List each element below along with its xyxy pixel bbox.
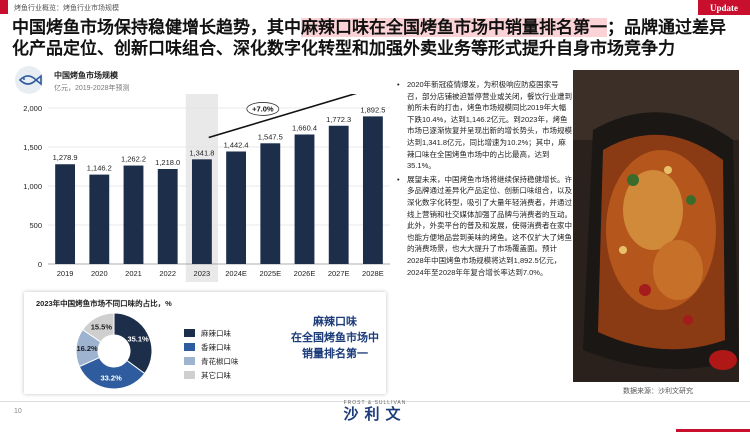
bar xyxy=(328,125,349,265)
x-tick-label: 2021 xyxy=(125,269,142,278)
donut-panel: 2023年中国烤鱼市场不同口味的占比，% 35.1% 33.2% 16.2% 15.5… xyxy=(24,292,386,394)
bar xyxy=(55,164,76,264)
y-tick-label: 0 xyxy=(38,260,42,269)
bar xyxy=(191,159,212,264)
page-headline: 中国烤鱼市场保持稳健增长趋势，其中麻辣口味在全国烤鱼市场中销量排名第一；品牌通过… xyxy=(12,17,742,59)
donut-slice-label: 15.5% xyxy=(91,323,113,332)
bar-value-label: 1,262.2 xyxy=(121,155,146,164)
bar-chart-title: 中国烤鱼市场规模 xyxy=(54,71,118,80)
headline-part2: ；品牌通过差异化产品定位、创新口味组合、深化数字化转型和加强外卖业务等形式提升自… xyxy=(12,18,726,58)
data-source: 数据来源：沙利文研究 xyxy=(623,388,693,395)
bar-value-label: 1,442.4 xyxy=(224,140,249,149)
page-number: 10 xyxy=(14,408,22,415)
bar-value-label: 1,547.5 xyxy=(258,132,283,141)
y-tick-label: 1,500 xyxy=(23,143,42,152)
y-tick-label: 2,000 xyxy=(23,104,42,113)
x-tick-label: 2028E xyxy=(362,269,384,278)
bar-value-label: 1,341.8 xyxy=(189,148,214,157)
grilled-fish-photo xyxy=(573,70,739,382)
commentary-bullets: 2020年新冠疫情爆发，为积极响应防疫国家号召，部分店铺被迫暂停营业或关闭，餐饮… xyxy=(397,79,573,280)
callout-line-1: 麻辣口味 xyxy=(313,316,357,328)
legend-label: 青花椒口味 xyxy=(201,356,239,366)
headline-highlight: 麻辣口味在全国烤鱼市场中销量排名第一 xyxy=(301,18,607,37)
bar xyxy=(294,134,315,264)
x-tick-label: 2026E xyxy=(294,269,316,278)
cagr-badge xyxy=(246,102,280,116)
breadcrumb: 烤鱼行业概览：烤鱼行业市场规模 xyxy=(14,5,119,12)
donut-slice xyxy=(78,356,146,390)
donut-legend: 麻辣口味香辣口味青花椒口味其它口味 xyxy=(184,326,239,382)
donut-callout: 麻辣口味 在全国烤鱼市场中 销量排名第一 xyxy=(280,314,390,362)
bar-value-label: 1,278.9 xyxy=(53,153,78,162)
logo-text: 沙利文 xyxy=(343,406,407,423)
footer-accent-bar xyxy=(676,429,750,432)
bar-value-label: 1,892.5 xyxy=(360,105,385,114)
update-badge: Update xyxy=(698,0,750,15)
bar-chart-subtitle: 亿元，2019-2028年预测 xyxy=(54,85,130,92)
donut-title: 2023年中国烤鱼市场不同口味的占比，% xyxy=(36,299,172,308)
x-tick-label: 2019 xyxy=(57,269,74,278)
bar-chart: 0 500 1,000 1,500 2,000 1,278.9 2019 1,146.2 202… xyxy=(23,94,390,282)
x-tick-label: 2022 xyxy=(159,269,176,278)
x-tick-label: 2027E xyxy=(328,269,350,278)
bar xyxy=(226,151,247,264)
legend-swatch xyxy=(184,343,195,351)
bar-value-label: 1,146.2 xyxy=(87,164,112,173)
y-tick-label: 500 xyxy=(29,221,42,230)
cagr-label: +7.0% xyxy=(252,105,274,114)
company-logo: FROST & SULLIVAN 沙利文 xyxy=(320,400,430,430)
legend-label: 香辣口味 xyxy=(201,342,231,352)
bar xyxy=(123,165,144,264)
x-tick-label: 2024E xyxy=(225,269,247,278)
headline-part1: 中国烤鱼市场保持稳健增长趋势，其中 xyxy=(12,18,301,37)
legend-swatch xyxy=(184,357,195,365)
donut-slice xyxy=(113,312,153,375)
legend-label: 麻辣口味 xyxy=(201,328,231,338)
legend-swatch xyxy=(184,371,195,379)
bar xyxy=(260,143,281,264)
bar-value-label: 1,772.3 xyxy=(326,115,351,124)
donut-slice-label: 35.1% xyxy=(127,334,149,343)
footer-divider xyxy=(0,401,750,402)
bar-value-label: 1,218.0 xyxy=(155,158,180,167)
legend-label: 其它口味 xyxy=(201,370,231,380)
cagr-arrow xyxy=(208,94,357,139)
legend-swatch xyxy=(184,329,195,337)
x-tick-label: 2023 xyxy=(194,269,211,278)
bullet-1: 2020年新冠疫情爆发，为积极响应防疫国家号召，部分店铺被迫暂停营业或关闭，餐饮… xyxy=(397,79,573,172)
bar xyxy=(89,174,110,264)
bar-value-label: 1,660.4 xyxy=(292,123,317,132)
callout-line-2: 在全国烤鱼市场中 xyxy=(291,332,379,344)
x-tick-label: 2025E xyxy=(259,269,281,278)
donut-slice xyxy=(81,312,115,343)
donut-chart: 35.1% 33.2% 16.2% 15.5% xyxy=(75,312,153,390)
bullet-2: 展望未来，中国烤鱼市场将继续保持稳健增长。许多品牌通过差异化产品定位、创新口味组… xyxy=(397,174,573,278)
bar xyxy=(157,168,178,264)
donut-slice-label: 33.2% xyxy=(100,373,122,382)
bar xyxy=(362,116,383,264)
fish-icon xyxy=(15,66,43,94)
header-accent-bar xyxy=(0,0,8,14)
donut-slice-label: 16.2% xyxy=(76,344,98,353)
legend-item: 香辣口味 xyxy=(184,340,239,354)
callout-line-3: 销量排名第一 xyxy=(302,348,368,360)
logo-subtext: FROST & SULLIVAN xyxy=(343,400,407,406)
legend-item: 麻辣口味 xyxy=(184,326,239,340)
x-tick-label: 2020 xyxy=(91,269,108,278)
legend-item: 青花椒口味 xyxy=(184,354,239,368)
legend-item: 其它口味 xyxy=(184,368,239,382)
y-tick-label: 1,000 xyxy=(23,182,42,191)
